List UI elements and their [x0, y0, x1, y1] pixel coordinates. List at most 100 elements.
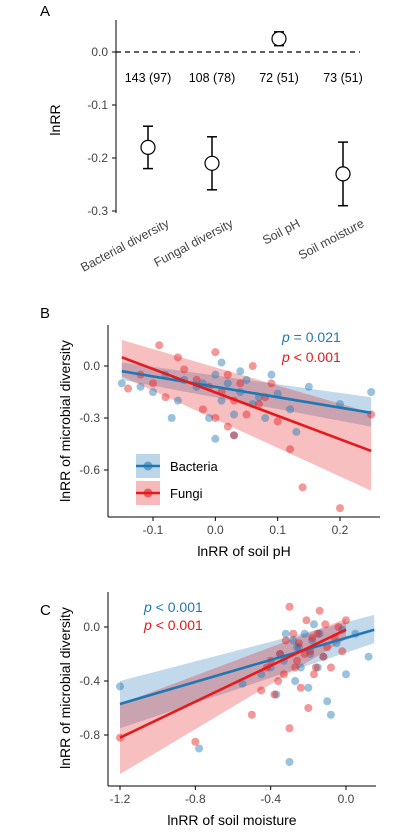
- panel-a-letter: A: [40, 3, 50, 20]
- c-point-fungi: [315, 606, 324, 615]
- b-x-tick-label: 0.0: [207, 523, 224, 537]
- b-point-fungi: [248, 362, 257, 370]
- legend-bacteria-label: Bacteria: [170, 459, 218, 474]
- b-point-bacteria: [242, 375, 251, 384]
- c-point-bacteria: [294, 643, 303, 652]
- c-point-bacteria: [323, 697, 332, 706]
- panel-a-mean-point: [140, 139, 156, 155]
- b-fit-line-bacteria: [121, 369, 372, 415]
- panel-b-x-label: lnRR of soil pH: [197, 543, 290, 559]
- c-point-bacteria: [293, 643, 302, 652]
- c-point-fungi: [279, 670, 288, 679]
- panel-a-mean-point: [271, 31, 287, 47]
- c-point-bacteria: [319, 652, 328, 661]
- b-point-fungi: [173, 353, 182, 362]
- c-point-fungi: [334, 623, 343, 631]
- panel-c-stat-fungi: p < 0.001: [143, 617, 203, 633]
- panel-c-stat-bacteria: p < 0.001: [143, 599, 203, 615]
- panel-a-sample-label: 73 (51): [323, 71, 363, 85]
- panel-c-y-label: lnRR of microbial diversity: [57, 607, 73, 769]
- legend-fungi-point: [143, 488, 153, 498]
- b-point-bacteria: [117, 379, 126, 388]
- legend-fungi-label: Fungi: [170, 486, 203, 501]
- b-point-bacteria: [205, 414, 214, 422]
- b-point-fungi: [223, 422, 232, 431]
- legend-bacteria-point: [143, 461, 153, 471]
- b-point-fungi: [223, 370, 232, 379]
- c-point-fungi: [291, 663, 300, 672]
- b-point-fungi: [286, 445, 295, 454]
- c-point-fungi: [309, 670, 318, 679]
- c-point-fungi: [308, 633, 317, 642]
- c-point-bacteria: [342, 670, 350, 679]
- c-fit-line-fungi: [119, 628, 347, 739]
- c-point-fungi: [293, 656, 302, 665]
- panel-c-x-label: lnRR of soil moisture: [167, 812, 296, 828]
- b-fit-line-fungi: [121, 356, 372, 453]
- panel-b-stat-fungi: p < 0.001: [281, 349, 341, 365]
- b-point-bacteria: [167, 414, 176, 422]
- b-point-fungi: [124, 384, 133, 393]
- b-point-bacteria: [261, 414, 270, 422]
- c-point-fungi: [289, 629, 298, 638]
- panel-b-legend: Bacteria Fungi: [136, 454, 218, 505]
- b-y-tick-label: 0.0: [83, 359, 100, 373]
- b-point-bacteria: [217, 358, 226, 367]
- c-x-tick-label: -1.2: [110, 792, 131, 806]
- b-point-bacteria: [286, 405, 295, 414]
- c-point-bacteria: [304, 683, 313, 692]
- panel-a-y-tick-label: -0.2: [87, 151, 108, 165]
- panel-a-sample-label: 108 (78): [189, 71, 236, 85]
- b-point-fungi: [180, 365, 189, 374]
- c-point-fungi: [294, 639, 303, 648]
- b-point-bacteria: [173, 396, 182, 405]
- panel-b-y-label: lnRR of microbial diversity: [57, 340, 73, 502]
- c-point-bacteria: [285, 758, 294, 766]
- c-point-fungi: [285, 724, 294, 733]
- b-y-tick-label: -0.6: [79, 463, 100, 477]
- b-point-bacteria: [292, 427, 301, 436]
- c-point-bacteria: [195, 744, 204, 753]
- b-x-tick-label: 0.1: [269, 523, 286, 537]
- c-point-fungi: [300, 650, 309, 658]
- c-point-bacteria: [116, 682, 124, 691]
- b-point-fungi: [149, 379, 157, 388]
- b-y-tick-label: -0.3: [79, 411, 100, 425]
- panel-a-category-label: Soil moisture: [296, 216, 366, 262]
- panel-a-mean-point: [204, 155, 220, 171]
- c-point-fungi: [296, 683, 305, 692]
- c-point-bacteria: [326, 710, 335, 719]
- panel-b-letter: B: [40, 305, 50, 322]
- c-point-fungi: [313, 629, 322, 638]
- c-point-fungi: [191, 737, 200, 746]
- c-point-fungi: [281, 636, 290, 645]
- b-ci-band-fungi: [121, 340, 372, 491]
- c-point-fungi: [304, 704, 313, 712]
- b-point-fungi: [161, 393, 170, 402]
- b-point-bacteria: [136, 382, 145, 391]
- b-point-bacteria: [217, 396, 226, 405]
- b-point-fungi: [230, 431, 239, 440]
- c-point-fungi: [285, 602, 294, 611]
- c-point-fungi: [302, 616, 311, 625]
- c-y-tick-label: 0.0: [83, 620, 100, 634]
- c-point-bacteria: [300, 629, 309, 638]
- c-point-bacteria: [281, 629, 290, 638]
- b-point-fungi: [267, 379, 276, 388]
- c-point-fungi: [342, 616, 350, 625]
- panel-a-sample-label: 143 (97): [125, 71, 172, 85]
- b-point-bacteria: [367, 388, 376, 396]
- c-point-fungi: [319, 652, 328, 661]
- c-x-tick-label: -0.4: [260, 792, 281, 806]
- panel-a-y-tick-label: -0.1: [87, 98, 108, 112]
- b-point-fungi: [236, 379, 245, 388]
- b-point-bacteria: [223, 379, 232, 388]
- b-point-fungi: [211, 348, 220, 357]
- b-point-bacteria: [211, 434, 220, 443]
- b-point-bacteria: [304, 382, 313, 391]
- b-point-fungi: [211, 414, 220, 422]
- b-x-tick-label: -0.1: [143, 523, 164, 537]
- b-x-tick-label: 0.2: [332, 523, 349, 537]
- c-point-bacteria: [309, 620, 318, 629]
